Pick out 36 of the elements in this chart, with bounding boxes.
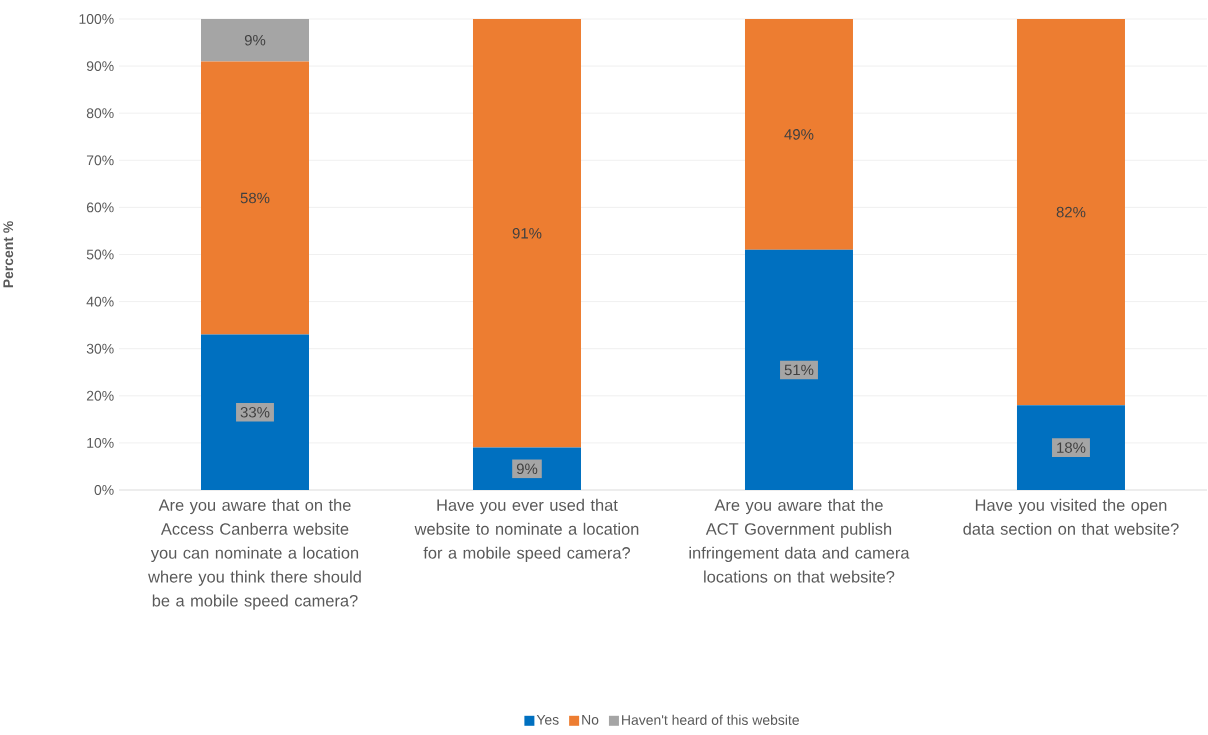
y-tick-label: 80%	[86, 108, 114, 119]
x-tick-label: Have you ever used that website to nominate a location for a mobile speed camera?	[414, 498, 639, 562]
y-tick-label: 90%	[86, 61, 114, 72]
bar	[1016, 405, 1125, 490]
legend-label: No	[582, 714, 599, 725]
x-tick-label: Are you aware that on the Access Canberra website you can nominate a location where you think there should be a mobile speed camera?	[148, 498, 361, 610]
bar	[1016, 18, 1125, 406]
data-label: 9%	[516, 463, 538, 475]
legend-label: Haven't heard of this website	[622, 714, 799, 725]
y-tick-label: 40%	[86, 296, 114, 307]
bar	[201, 18, 309, 62]
bar	[744, 18, 853, 250]
data-label: 82%	[1056, 206, 1086, 218]
bar	[744, 249, 853, 490]
data-label: 9%	[244, 34, 266, 46]
bar	[201, 334, 309, 490]
legend-label: Yes	[536, 714, 559, 725]
y-tick-label: 60%	[86, 202, 114, 213]
y-tick-label: 50%	[86, 249, 114, 260]
y-tick-label: 70%	[86, 155, 114, 166]
y-tick-label: 10%	[87, 437, 114, 448]
x-tick-label: Have you visited the open data section on that website?	[963, 498, 1179, 535]
y-tick-label: 30%	[86, 343, 114, 354]
bar	[201, 61, 309, 335]
y-tick-label: 20%	[86, 390, 114, 401]
y-tick-label: 0%	[94, 485, 114, 495]
data-label: 51%	[784, 364, 814, 376]
data-label: 49%	[784, 129, 814, 140]
data-label: 58%	[240, 192, 270, 204]
bar	[472, 18, 581, 448]
data-label: 33%	[240, 406, 270, 418]
x-tick-label: Are you aware that the ACT Government publish infringement data and camera locations on that website?	[689, 498, 910, 583]
data-label: 18%	[1057, 442, 1086, 453]
y-axis-title: Percent %	[3, 221, 14, 288]
y-tick-label: 100%	[79, 14, 114, 24]
data-label: 91%	[512, 228, 542, 239]
